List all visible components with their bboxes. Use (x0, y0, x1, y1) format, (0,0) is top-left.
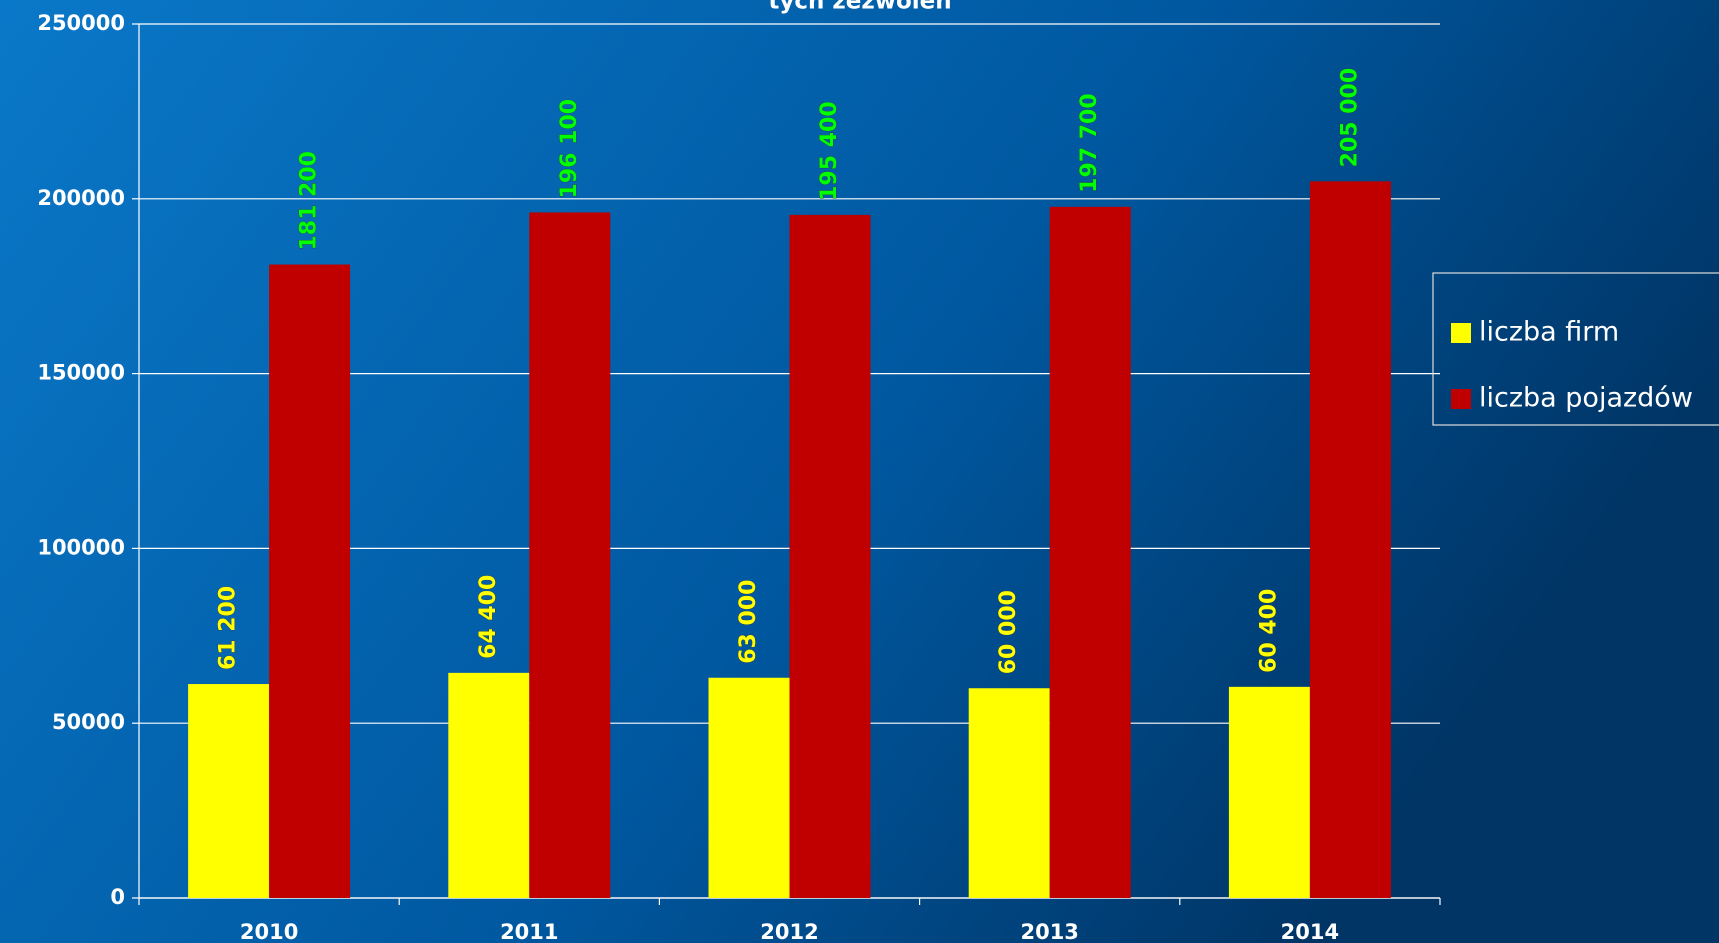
legend-swatch (1451, 323, 1471, 343)
value-label: 181 200 (297, 151, 322, 251)
x-tick-label: 2011 (500, 920, 558, 943)
bar (1228, 686, 1310, 898)
x-tick-label: 2014 (1281, 920, 1339, 943)
bar (789, 214, 871, 899)
legend-label: liczba pojazdów (1479, 383, 1693, 414)
value-label: 205 000 (1337, 68, 1362, 168)
bar (1049, 206, 1131, 898)
bar (968, 688, 1050, 898)
bar (529, 212, 611, 899)
value-label: 197 700 (1077, 93, 1102, 193)
legend-label: liczba firm (1479, 317, 1619, 348)
value-label: 196 100 (557, 99, 582, 199)
value-label: 60 400 (1256, 589, 1281, 673)
value-label: 61 200 (216, 586, 241, 670)
legend-box (1432, 272, 1719, 426)
y-tick-label: 0 (110, 885, 125, 909)
value-label: 195 400 (817, 101, 842, 201)
value-label: 64 400 (476, 575, 501, 659)
legend-swatch (1451, 389, 1471, 409)
y-tick-label: 100000 (37, 535, 125, 559)
chart-title: tych zezwoleń (768, 0, 951, 15)
y-tick-label: 50000 (52, 710, 125, 734)
bar (708, 677, 790, 898)
x-tick-label: 2010 (240, 920, 298, 943)
value-label: 63 000 (736, 580, 761, 664)
y-tick-label: 150000 (37, 361, 125, 385)
bar (1309, 181, 1391, 898)
bar (188, 684, 270, 898)
bar (448, 672, 530, 898)
x-tick-label: 2012 (760, 920, 818, 943)
value-label: 60 000 (996, 590, 1021, 674)
bar (269, 264, 351, 899)
x-tick-label: 2013 (1020, 920, 1078, 943)
y-tick-label: 200000 (37, 186, 125, 210)
y-tick-label: 250000 (37, 11, 125, 35)
